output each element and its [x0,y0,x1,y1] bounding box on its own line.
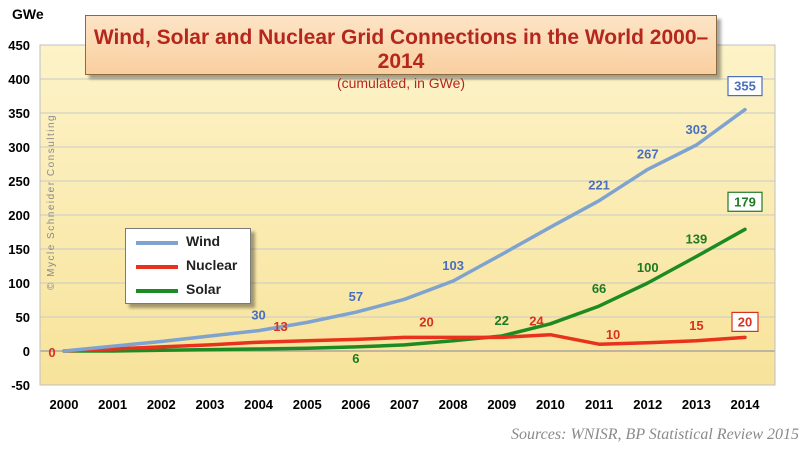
data-label-solar: 179 [734,194,756,209]
y-tick-label: 300 [8,140,30,155]
data-label-wind: 267 [637,146,659,161]
x-tick-label: 2001 [98,397,127,412]
data-label-nuclear: 15 [689,318,703,333]
x-tick-label: 2009 [487,397,516,412]
x-tick-label: 2005 [293,397,322,412]
data-label-nuclear: 13 [273,319,287,334]
data-label-solar: 6 [352,351,359,366]
chart-subtitle: (cumulated, in GWe) [336,75,466,91]
legend: Wind Nuclear Solar [125,228,251,304]
x-tick-label: 2006 [341,397,370,412]
data-label-box [727,75,763,97]
legend-swatch-solar [136,289,178,293]
y-tick-label: -50 [11,378,30,393]
y-tick-label: 350 [8,106,30,121]
series-line-wind [62,107,747,353]
x-tick-label: 2007 [390,397,419,412]
x-tick-label: 2012 [633,397,662,412]
title-box: Wind, Solar and Nuclear Grid Connections… [85,15,717,91]
legend-label-nuclear: Nuclear [186,257,238,273]
y-tick-label: 200 [8,208,30,223]
y-tick-label: 100 [8,276,30,291]
x-tick-label: 2002 [147,397,176,412]
data-label-solar: 100 [637,260,659,275]
data-label-nuclear: 20 [419,314,433,329]
x-tick-label: 2004 [244,397,274,412]
y-tick-label: 250 [8,174,30,189]
x-tick-label: 2008 [439,397,468,412]
data-label-nuclear: 10 [606,327,620,342]
chart-title: Wind, Solar and Nuclear Grid Connections… [93,26,709,73]
data-label-box [731,311,759,332]
y-tick-label: 50 [16,310,30,325]
x-tick-label: 2000 [50,397,79,412]
data-label-nuclear: 20 [738,314,752,329]
legend-label-wind: Wind [186,233,221,249]
x-tick-label: 2003 [195,397,224,412]
data-label-solar: 22 [495,313,509,328]
x-tick-label: 2010 [536,397,565,412]
data-label-solar: 66 [592,281,606,296]
legend-swatch-nuclear [136,265,178,269]
data-label-nuclear: 24 [529,314,544,329]
x-tick-label: 2011 [585,397,613,412]
data-label-solar: 139 [686,231,708,246]
legend-label-solar: Solar [186,281,222,297]
data-label-box [727,191,763,212]
y-tick-label: 450 [8,38,30,53]
y-tick-label: 150 [8,242,30,257]
legend-swatch-wind [136,241,178,245]
x-tick-label: 2014 [731,397,761,412]
data-label-wind: 57 [349,289,363,304]
data-label-wind: 221 [588,178,610,193]
y-tick-label: 400 [8,72,30,87]
source-note: Sources: WNISR, BP Statistical Review 20… [511,426,799,443]
y-axis-unit: GWe [12,6,44,22]
watermark: © Mycle Schneider Consulting [46,113,57,290]
series-line-solar [62,227,747,353]
series-line-nuclear [62,332,747,353]
data-label-nuclear: 0 [48,345,55,360]
data-label-wind: 303 [686,122,708,137]
data-label-wind: 103 [442,258,464,273]
data-label-wind: 30 [251,308,265,323]
data-label-wind: 355 [734,79,756,94]
x-tick-label: 2013 [682,397,711,412]
y-tick-label: 0 [23,344,30,359]
